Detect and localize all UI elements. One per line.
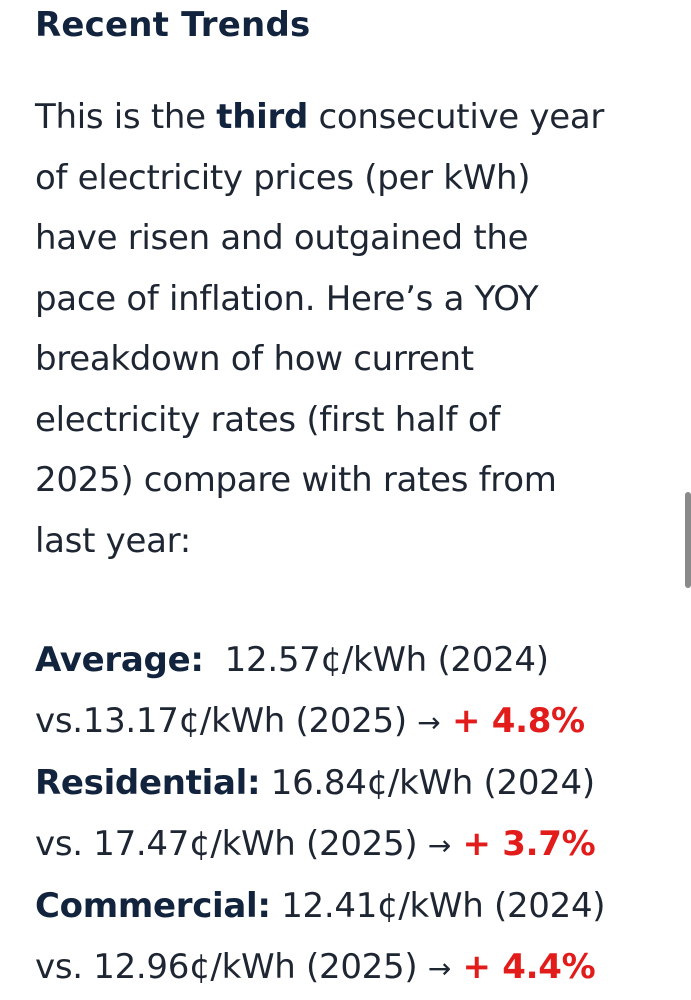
rate-line-residential-2024: Residential: 16.84¢/kWh (2024) [35,753,675,814]
intro-line: pace of inflation. Here’s a YOY [35,278,539,319]
rate-line-commercial-2025: vs. 12.96¢/kWh (2025) → + 4.4% [35,937,675,1000]
rates-list: Average: 12.57¢/kWh (2024) vs.13.17¢/kWh… [35,630,675,999]
rate-line-average-2025: vs.13.17¢/kWh (2025) → + 4.8% [35,691,675,754]
intro-line: have risen and outgained the [35,218,529,258]
arrow-right-icon: → [427,828,451,862]
intro-line: This is the third consecutive year [35,87,635,148]
intro-line: of electricity prices (per kWh) [35,157,531,198]
intro-line: electricity rates (first half of [35,399,501,440]
arrow-right-icon: → [427,951,451,985]
rate-value-2025: vs. 17.47¢/kWh (2025) [35,823,428,864]
intro-paragraph: This is the third consecutive year of el… [35,87,635,571]
rate-value-2024: 16.84¢/kWh (2024) [260,763,595,803]
rate-change-commercial: + 4.4% [450,946,596,987]
intro-line: breakdown of how current [35,339,474,379]
rate-value-2025: vs.13.17¢/kWh (2025) [35,700,418,741]
rate-label-commercial: Commercial: [35,886,271,926]
rate-value-2024: 12.41¢/kWh (2024) [270,886,606,926]
intro-text: This is the [35,97,217,137]
rate-change-residential: + 3.7% [450,823,596,864]
emphasis-text: third [216,97,308,137]
section-heading: Recent Trends [35,5,311,45]
rate-line-residential-2025: vs. 17.47¢/kWh (2025) → + 3.7% [35,814,675,877]
intro-line: 2025) compare with rates from [35,460,557,500]
rate-label-residential: Residential: [35,763,261,803]
rate-value-2024: 12.57¢/kWh (2024) [203,640,549,680]
rate-line-commercial-2024: Commercial: 12.41¢/kWh (2024) [35,876,675,937]
rate-value-2025: vs. 12.96¢/kWh (2025) [35,946,428,987]
intro-line: last year: [35,520,191,561]
arrow-right-icon: → [417,705,441,739]
scrollbar-thumb[interactable] [685,492,691,588]
rate-label-average: Average: [35,640,204,680]
rate-line-average-2024: Average: 12.57¢/kWh (2024) [35,630,675,691]
rate-change-average: + 4.8% [440,700,585,741]
intro-text: consecutive year [307,97,605,137]
